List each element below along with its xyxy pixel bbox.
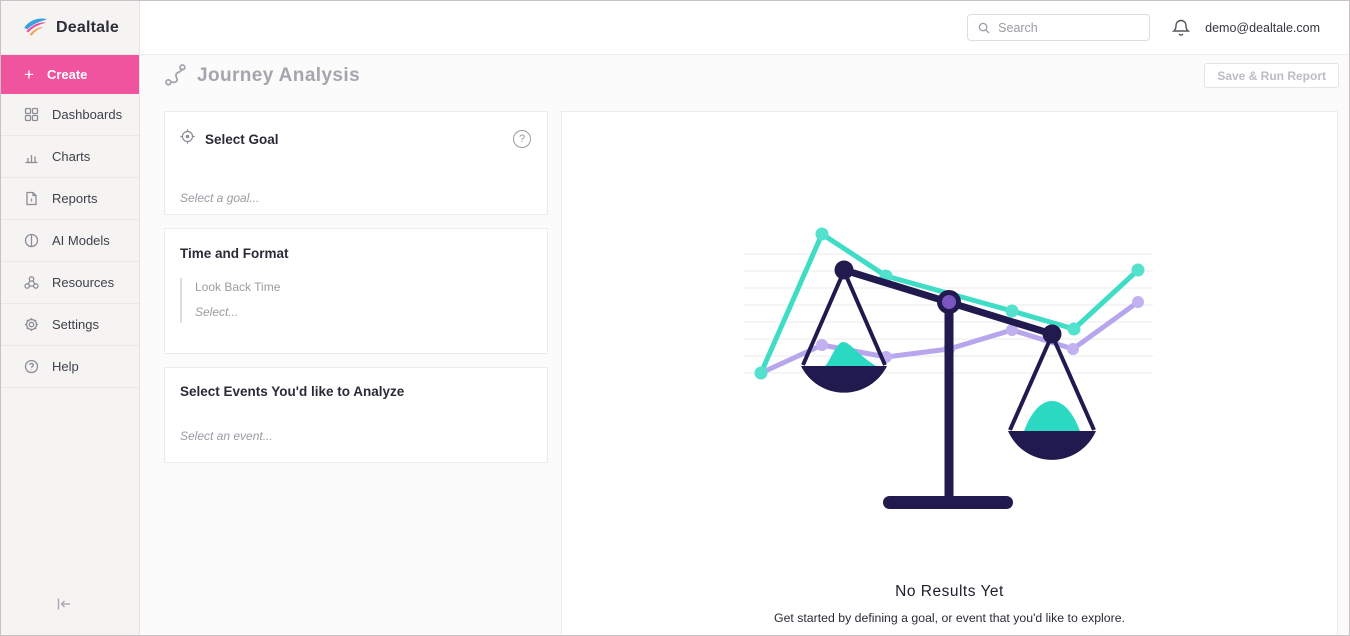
goal-select-trigger[interactable]: Select a goal... (180, 191, 260, 205)
sidebar: Dealtale + Create Dashboards Charts Repo… (1, 1, 140, 635)
question-circle-icon (24, 359, 39, 374)
card-title: Select Events You'd like to Analyze (180, 384, 405, 399)
question-circle-icon[interactable]: ? (513, 130, 531, 148)
dealtale-swoosh-icon (24, 18, 47, 36)
config-cards: Select Goal ? Select a goal... Time and … (164, 111, 548, 476)
bell-icon[interactable] (1172, 18, 1191, 38)
sidebar-item-label: AI Models (52, 233, 110, 248)
field-label: Look Back Time (195, 280, 281, 294)
time-and-format-card: Time and Format Look Back Time Select... (164, 228, 548, 354)
sidebar-item-label: Charts (52, 149, 91, 164)
sidebar-item-label: Resources (52, 275, 115, 290)
main-content: Journey Analysis Save & Run Report Selec… (140, 55, 1349, 635)
results-panel: No Results Yet Get started by defining a… (561, 111, 1338, 635)
bar-chart-icon (24, 149, 39, 164)
sidebar-item-charts[interactable]: Charts (1, 136, 139, 178)
card-title: Select Goal (205, 131, 279, 147)
card-title: Time and Format (180, 246, 289, 261)
sidebar-item-label: Reports (52, 191, 98, 206)
brand-logo[interactable]: Dealtale (1, 1, 139, 55)
sitemap-icon (24, 275, 39, 290)
event-select-trigger[interactable]: Select an event... (180, 429, 273, 443)
sidebar-item-label: Help (52, 359, 79, 374)
sidebar-item-label: Dashboards (52, 107, 123, 122)
grid-icon (24, 107, 39, 122)
sidebar-item-reports[interactable]: Reports (1, 178, 139, 220)
plus-icon: + (24, 65, 34, 84)
sidebar-item-ai-models[interactable]: AI Models (1, 220, 139, 262)
brand-name: Dealtale (56, 18, 119, 36)
empty-state-subtitle: Get started by defining a goal, or event… (774, 611, 1125, 625)
topbar: demo@dealtale.com (140, 1, 1349, 55)
user-email[interactable]: demo@dealtale.com (1205, 20, 1320, 35)
sidebar-item-settings[interactable]: Settings (1, 304, 139, 346)
document-icon (24, 191, 39, 206)
empty-state-illustration (743, 227, 1153, 509)
sidebar-item-label: Settings (52, 317, 99, 332)
select-goal-card: Select Goal ? Select a goal... (164, 111, 548, 215)
empty-state-title: No Results Yet (895, 583, 1004, 600)
look-back-time-field: Look Back Time Select... (180, 278, 547, 323)
search-box[interactable] (967, 14, 1151, 41)
select-events-card: Select Events You'd like to Analyze Sele… (164, 367, 548, 463)
search-input[interactable] (998, 20, 1140, 35)
journey-route-icon (165, 64, 186, 86)
target-icon (179, 128, 196, 150)
sidebar-item-create[interactable]: + Create (1, 55, 139, 94)
model-circle-icon (24, 233, 39, 248)
look-back-time-select-trigger[interactable]: Select... (195, 305, 239, 319)
sidebar-item-help[interactable]: Help (1, 346, 139, 388)
search-icon (978, 22, 990, 34)
page-header: Journey Analysis (164, 64, 360, 87)
sidebar-item-dashboards[interactable]: Dashboards (1, 94, 139, 136)
collapse-left-icon[interactable] (56, 597, 72, 611)
gear-icon (24, 317, 39, 332)
save-run-report-button[interactable]: Save & Run Report (1204, 63, 1339, 88)
sidebar-item-resources[interactable]: Resources (1, 262, 139, 304)
page-title: Journey Analysis (197, 64, 361, 86)
create-label: Create (46, 67, 88, 82)
